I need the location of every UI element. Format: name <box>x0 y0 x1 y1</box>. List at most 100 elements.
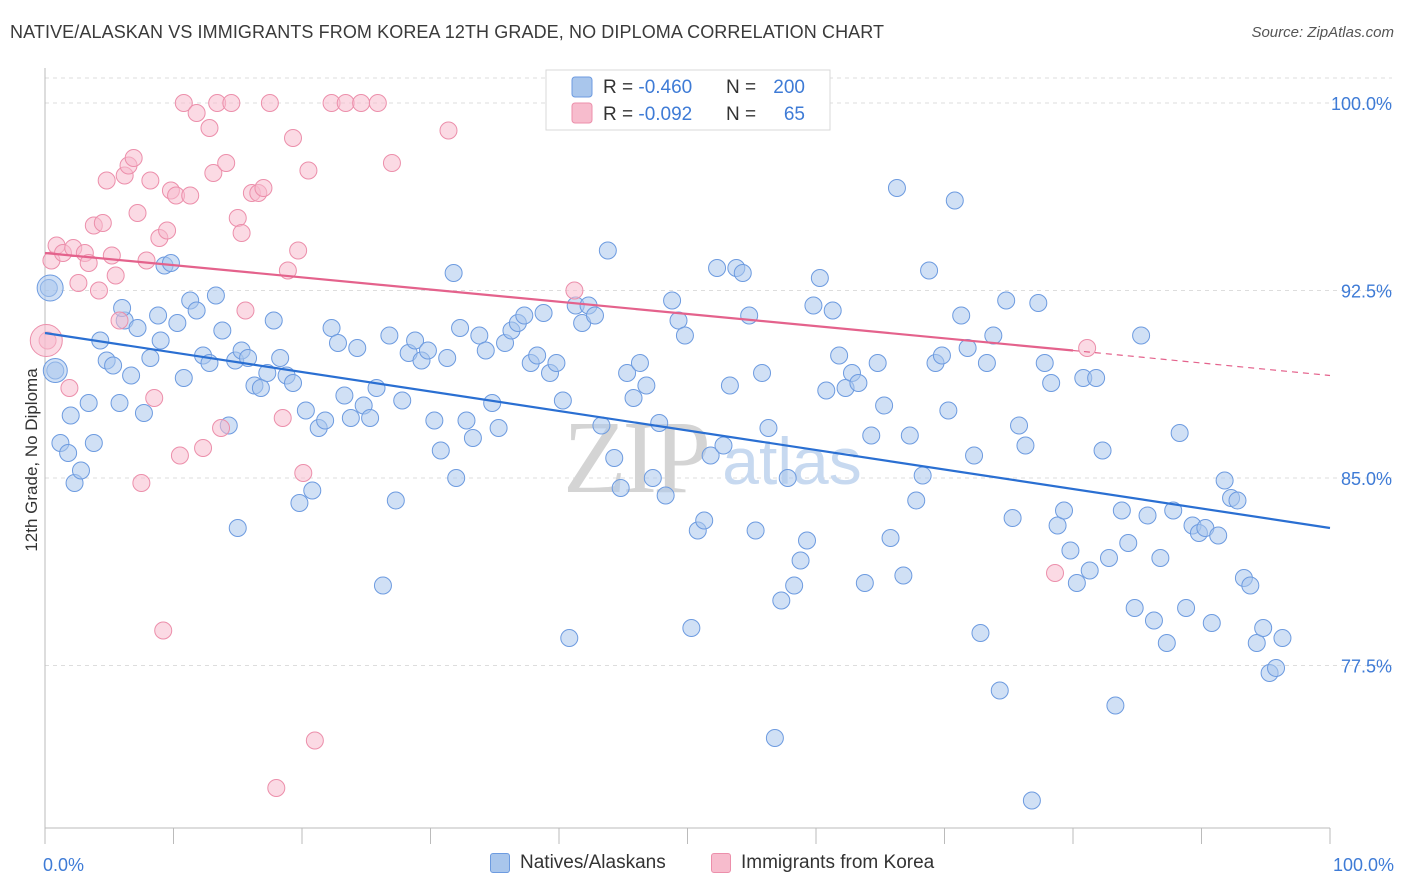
korea-point <box>222 94 241 112</box>
natives-point <box>701 446 720 465</box>
natives-point <box>592 416 611 435</box>
natives-point <box>444 264 463 282</box>
y-tick-label: 77.5% <box>1341 657 1392 677</box>
natives-point <box>258 364 277 382</box>
korea-point <box>212 419 231 437</box>
korea-point <box>217 154 236 172</box>
natives-point <box>71 461 90 480</box>
natives-point <box>149 306 168 325</box>
natives-point <box>1247 634 1266 652</box>
korea-point <box>89 281 108 300</box>
natives-point <box>174 369 193 387</box>
natives-point <box>733 264 752 282</box>
korea-point <box>128 204 147 222</box>
bottom-legend-swatch-korea <box>711 853 731 873</box>
korea-point <box>181 186 200 205</box>
natives-point <box>772 591 791 610</box>
svg-text:N =: N = <box>726 104 756 125</box>
natives-point <box>393 391 412 410</box>
natives-point <box>765 729 784 747</box>
natives-point <box>1132 326 1151 345</box>
natives-point <box>547 354 566 372</box>
korea-point <box>79 254 98 272</box>
natives-point <box>141 349 160 367</box>
natives-point <box>913 466 932 485</box>
natives-point <box>328 334 347 352</box>
natives-point <box>284 374 303 392</box>
natives-point <box>708 259 727 277</box>
korea-point <box>565 281 584 300</box>
natives-point <box>952 306 971 325</box>
axes <box>44 68 1331 844</box>
natives-point <box>61 406 80 425</box>
natives-point <box>965 446 984 465</box>
natives-point <box>1241 576 1260 595</box>
bottom-legend-swatch-natives <box>490 853 510 873</box>
natives-point <box>1055 501 1074 520</box>
natives-point <box>1042 374 1061 392</box>
natives-point <box>1157 634 1176 652</box>
korea-point <box>289 241 308 260</box>
korea-point <box>124 149 143 167</box>
natives-point <box>451 319 470 337</box>
natives-point <box>977 354 996 372</box>
natives-point <box>798 531 817 550</box>
korea-point <box>232 224 251 242</box>
natives-point <box>823 301 842 320</box>
natives-point <box>778 469 797 487</box>
natives-point <box>296 401 315 420</box>
legend-swatch-natives <box>571 76 593 98</box>
korea-point <box>204 164 223 182</box>
natives-point <box>406 331 425 350</box>
y-tick-label: 92.5% <box>1341 282 1392 302</box>
legend-r-label-2: R = <box>603 104 638 125</box>
trend-lines <box>44 251 1331 530</box>
korea-point <box>170 446 189 465</box>
korea-point <box>93 214 112 232</box>
natives-point <box>1215 471 1234 490</box>
korea-point <box>158 221 177 240</box>
natives-point <box>1010 416 1029 435</box>
natives-point <box>380 326 399 345</box>
natives-point <box>1144 611 1163 630</box>
legend-n-label-2: N = <box>726 104 756 125</box>
natives-point <box>611 479 630 497</box>
korea-point <box>69 274 88 292</box>
natives-point <box>1254 619 1273 637</box>
natives-point <box>528 346 547 365</box>
legend-r-value-2: -0.092 <box>638 104 692 125</box>
natives-point <box>1125 599 1144 617</box>
chart-title: NATIVE/ALASKAN VS IMMIGRANTS FROM KOREA … <box>10 22 885 42</box>
natives-point <box>438 349 457 367</box>
korea-point <box>141 171 160 190</box>
natives-point <box>290 494 309 512</box>
legend-n-value-1: 200 <box>773 77 805 98</box>
natives-point <box>251 379 270 397</box>
natives-point <box>1016 436 1035 455</box>
natives-point <box>1080 561 1099 580</box>
svg-text:N =: N = <box>726 77 756 98</box>
y-tick-label: 85.0% <box>1341 469 1392 489</box>
natives-point <box>656 486 675 505</box>
korea-point <box>60 379 79 397</box>
natives-point <box>431 441 450 460</box>
natives-point <box>110 394 129 412</box>
korea-point <box>236 301 255 320</box>
source-label: Source: ZipAtlas.com <box>1251 24 1394 41</box>
korea-point <box>145 389 164 407</box>
trend-line-natives <box>44 331 1331 530</box>
korea-point <box>187 104 206 122</box>
natives-point <box>42 358 68 383</box>
korea-point <box>97 171 116 190</box>
natives-point <box>714 436 733 455</box>
natives-point <box>122 366 141 385</box>
korea-point <box>352 94 371 112</box>
korea-point <box>260 94 279 112</box>
y-tick-label: 100.0% <box>1331 94 1392 114</box>
bottom-legend-korea: Immigrants from Korea <box>711 852 934 874</box>
legend-r-value-1: -0.460 <box>638 77 692 98</box>
natives-point <box>585 306 604 325</box>
natives-point <box>483 394 502 412</box>
korea-point <box>382 154 401 172</box>
natives-point <box>1170 424 1189 442</box>
